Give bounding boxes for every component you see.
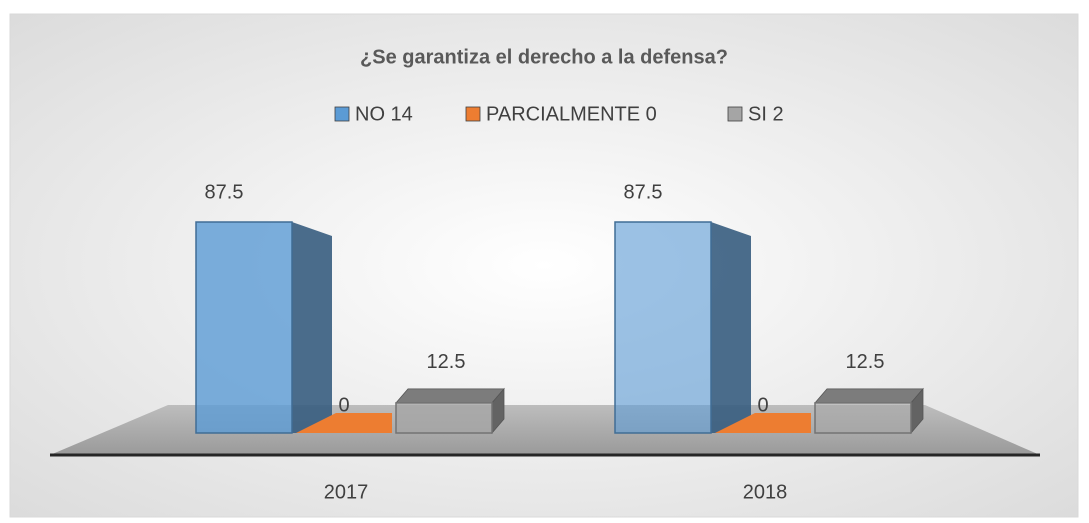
legend-label: NO 14: [355, 103, 413, 125]
bar: [395, 402, 493, 434]
x-tick-label: 2017: [324, 481, 369, 503]
chart-title: ¿Se garantiza el derecho a la defensa?: [360, 46, 728, 68]
data-label: 87.5: [205, 181, 244, 203]
bar: [814, 402, 912, 434]
x-tick-label: 2018: [743, 481, 788, 503]
bar: [715, 413, 811, 433]
bar: [614, 221, 712, 434]
data-label: 0: [757, 394, 768, 416]
bar-top: [395, 388, 505, 404]
data-label: 12.5: [427, 351, 466, 373]
legend-swatch: [727, 106, 743, 122]
bar-side: [711, 222, 751, 433]
legend-swatch: [334, 106, 350, 122]
legend-label: SI 2: [748, 103, 784, 125]
legend-label: PARCIALMENTE 0: [486, 103, 657, 125]
bar: [296, 413, 392, 433]
data-label: 12.5: [846, 351, 885, 373]
bar-side: [292, 222, 332, 433]
data-label: 87.5: [624, 181, 663, 203]
bar-top: [814, 388, 924, 404]
legend-swatch: [465, 106, 481, 122]
bar: [195, 221, 293, 434]
data-label: 0: [338, 394, 349, 416]
